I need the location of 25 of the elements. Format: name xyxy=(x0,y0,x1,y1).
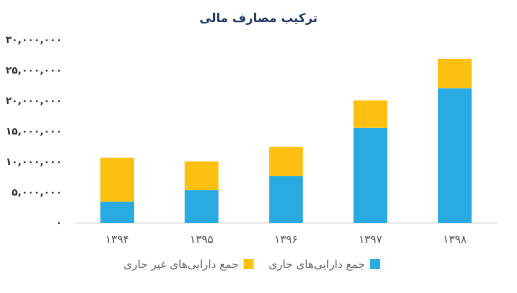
x-tick-label: ۱۳۹۵ xyxy=(190,232,214,246)
y-tick-label: ۵,۰۰۰,۰۰۰ xyxy=(12,188,62,199)
bar xyxy=(269,146,303,176)
x-tick-label: ۱۳۹۶ xyxy=(274,232,298,246)
y-tick-label: ۲۰,۰۰۰,۰۰۰ xyxy=(6,96,62,108)
x-tick-label: ۱۳۹۷ xyxy=(358,232,382,246)
y-tick-label: ۱۵,۰۰۰,۰۰۰ xyxy=(6,126,62,138)
bar xyxy=(269,176,303,223)
bar xyxy=(100,158,134,202)
bar xyxy=(438,58,472,88)
legend-label: جمع دارایی‌های غیر جاری xyxy=(124,258,239,271)
y-tick-label: ۳۰,۰۰۰,۰۰۰ xyxy=(6,35,62,46)
bar xyxy=(184,161,218,190)
bar xyxy=(354,128,388,223)
y-tick-label: ۰ xyxy=(56,218,62,230)
y-tick-label: ۱۰,۰۰۰,۰۰۰ xyxy=(6,157,62,168)
legend-label: جمع دارایی‌های جاری xyxy=(268,258,365,271)
y-tick-label: ۲۵,۰۰۰,۰۰۰ xyxy=(6,66,62,77)
bar xyxy=(100,202,134,223)
bar xyxy=(354,100,388,128)
x-tick-label: ۱۳۹۸ xyxy=(442,232,467,246)
chart-title: ترکیب مصارف مالی xyxy=(199,11,318,25)
x-tick-label: ۱۳۹۴ xyxy=(105,232,130,246)
bar xyxy=(184,190,218,223)
bar xyxy=(438,88,472,223)
